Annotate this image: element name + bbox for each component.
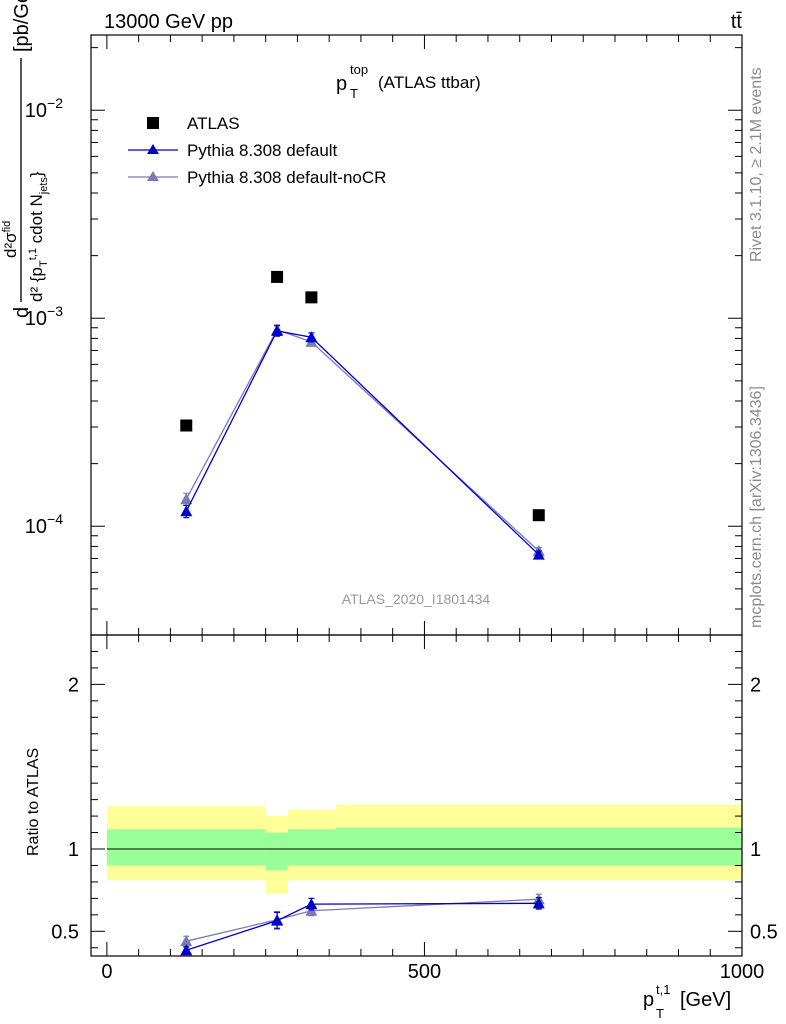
- data-point-default: [180, 505, 193, 517]
- main-panel: 10−410−310−2: [25, 34, 743, 636]
- data-point-default: [271, 324, 284, 336]
- uncertainty-band-inner: [265, 832, 288, 871]
- uncertainty-band-inner: [106, 829, 266, 866]
- y-tick-label-main: 10−2: [25, 95, 63, 122]
- data-point-default: [532, 548, 545, 560]
- x-tick-label: 1000: [720, 961, 765, 983]
- main-ylabel: d d²σfid d² {pTt,1 cdot Njets} [pb/GeV]: [1, 0, 50, 318]
- y-tick-label-ratio-left: 0.5: [51, 921, 79, 943]
- series-line-nocr: [185, 328, 540, 552]
- ratio-point-default: [305, 898, 318, 910]
- xlabel-unit: [GeV]: [680, 989, 731, 1011]
- ratio-point-default: [180, 944, 193, 956]
- ratio-point-default: [271, 914, 284, 926]
- legend-marker-default: [147, 144, 159, 154]
- legend-marker-atlas: [147, 117, 159, 129]
- data-point-atlas: [180, 419, 193, 432]
- plot-title-main: p: [336, 73, 347, 95]
- ratio-panel-frame: [90, 634, 743, 957]
- rivet-label: Rivet 3.1.10, ≥ 2.1M events: [748, 67, 765, 262]
- plot-title: p top T (ATLAS ttbar): [336, 62, 481, 101]
- ylabel-numerator: d²σfid: [1, 221, 20, 258]
- ratio-point-nocr: [180, 935, 193, 947]
- analysis-id: ATLAS_2020_I1801434: [342, 591, 491, 607]
- x-axis-label: p t,1 T [GeV]: [643, 982, 731, 1021]
- ratio-panel: 0 500 1000 0.5 0.5 1 1 2 2: [51, 634, 778, 983]
- y-tick-label-ratio-right: 0.5: [750, 921, 778, 943]
- ratio-ylabel: Ratio to ATLAS: [25, 748, 42, 856]
- energy-label: 13000 GeV pp: [104, 11, 233, 33]
- xlabel-sub: T: [656, 1006, 664, 1021]
- y-tick-label-ratio-right: 2: [750, 674, 761, 696]
- data-point-atlas: [532, 509, 545, 522]
- data-point-atlas: [271, 270, 284, 283]
- y-tick-label-ratio-left: 1: [68, 839, 79, 861]
- legend-marker-nocr: [147, 171, 159, 181]
- data-point-nocr: [180, 493, 193, 505]
- legend: ATLAS Pythia 8.308 default Pythia 8.308 …: [128, 114, 386, 187]
- uncertainty-band-inner: [287, 829, 336, 866]
- y-tick-label-main: 10−4: [25, 511, 63, 538]
- plot-title-suffix: (ATLAS ttbar): [378, 73, 481, 92]
- ratio-line-nocr: [186, 898, 539, 942]
- ylabel-denominator: d² {pTt,1 cdot Njets}: [27, 171, 50, 302]
- legend-label-nocr: Pythia 8.308 default-noCR: [187, 168, 386, 187]
- plot-title-sub: T: [350, 86, 358, 101]
- x-tick-label: 500: [408, 961, 441, 983]
- plot-title-sup: top: [350, 62, 368, 77]
- series-line-default: [185, 330, 540, 556]
- legend-label-default: Pythia 8.308 default: [187, 141, 338, 160]
- ratio-point-default: [532, 897, 545, 909]
- xlabel-main: p: [643, 989, 654, 1011]
- x-tick-label: 0: [101, 961, 112, 983]
- process-label: tt̄: [731, 11, 743, 33]
- uncertainty-band-inner: [335, 827, 742, 866]
- ylabel-unit: [pb/GeV]: [11, 0, 33, 52]
- mcplots-label: mcplots.cern.ch [arXiv:1306.3436]: [748, 386, 765, 628]
- xlabel-sup: t,1: [656, 982, 670, 997]
- data-point-atlas: [305, 291, 318, 304]
- legend-label-atlas: ATLAS: [187, 114, 240, 133]
- data-point-default: [305, 331, 318, 343]
- ratio-line-default: [186, 902, 539, 951]
- ylabel-d: d: [11, 307, 33, 318]
- y-tick-label-ratio-left: 2: [68, 674, 79, 696]
- y-tick-label-ratio-right: 1: [750, 839, 761, 861]
